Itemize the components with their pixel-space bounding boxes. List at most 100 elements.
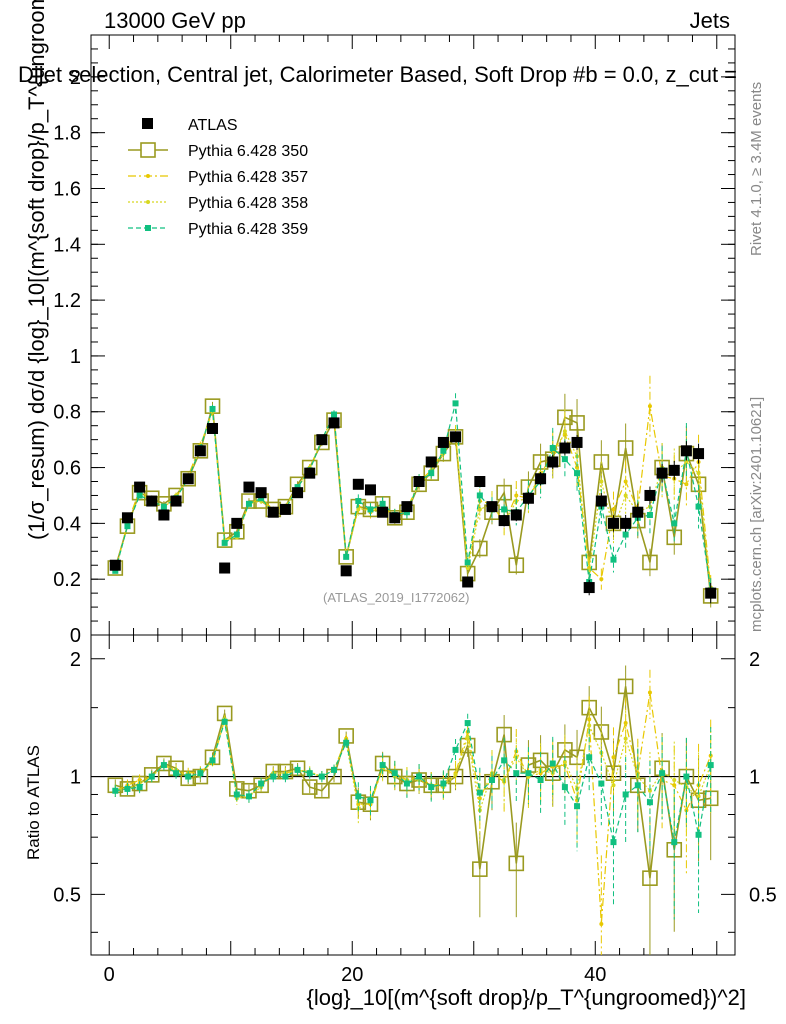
ratio-s357-point: [477, 796, 482, 801]
atlas-data-point: [535, 473, 547, 485]
ratio-s358-point: [587, 723, 592, 728]
ratio-s359-point: [416, 773, 423, 780]
ratio-s350-line: [115, 686, 711, 879]
atlas-data-point: [170, 495, 182, 507]
ratio-s359-point: [428, 784, 435, 791]
ratio-s358-point: [453, 772, 458, 777]
atlas-data-point: [547, 456, 559, 468]
main-y-tick-label: 1.2: [53, 290, 81, 312]
legend-marker: [146, 200, 150, 204]
ratio-s358-point: [465, 735, 470, 740]
atlas-data-point: [705, 587, 717, 599]
main-s359-point: [574, 470, 581, 477]
ratio-s357-point: [672, 783, 677, 788]
atlas-data-point: [559, 442, 571, 454]
ratio-s359-point: [379, 762, 386, 769]
x-tick-label: 20: [341, 964, 363, 986]
ratio-s359-point: [574, 803, 581, 810]
legend-marker: [140, 142, 156, 158]
main-s359-point: [646, 512, 653, 518]
ratio-s357-point: [137, 777, 142, 782]
ratio-y-tick-label-right: 1: [749, 767, 760, 789]
ratio-series-group: [107, 665, 719, 955]
main-s358-point: [356, 507, 361, 512]
ratio-s358-point: [562, 759, 567, 764]
atlas-data-point: [304, 467, 316, 479]
atlas-data-point: [109, 559, 121, 571]
ratio-s359-point: [634, 782, 641, 789]
atlas-data-point: [450, 431, 462, 443]
atlas-data-point: [401, 501, 413, 513]
ratio-s359-point: [148, 773, 155, 780]
rivet-version-label: Rivet 4.1.0, ≥ 3.4M events: [748, 81, 765, 256]
ratio-s359-point: [561, 784, 568, 791]
atlas-data-point: [328, 417, 340, 429]
ratio-s359-line: [115, 721, 712, 843]
main-s359-point: [331, 411, 338, 418]
atlas-data-point: [583, 582, 595, 594]
atlas-data-point: [352, 478, 364, 490]
atlas-data-point: [620, 517, 632, 529]
ratio-y-tick-label-right: 0.5: [749, 884, 777, 906]
ratio-s359-point: [294, 766, 301, 773]
ratio-s359-point: [476, 789, 483, 796]
ratio-s359-point: [355, 793, 362, 800]
ratio-panel: 0.5 0.51 12 20 20 40: [53, 634, 777, 986]
ratio-s358-point: [647, 788, 652, 793]
main-y-tick-label: 0.8: [53, 402, 81, 424]
ratio-s359-point: [282, 773, 289, 780]
atlas-data-point: [668, 464, 680, 476]
main-s359-point: [452, 400, 459, 407]
ratio-s359-point: [209, 757, 216, 764]
main-y-tick-label: 1: [70, 346, 81, 368]
atlas-data-point: [486, 501, 498, 513]
ratio-s358-point: [672, 777, 677, 782]
plot-title: Dijet selection, Central jet, Calorimete…: [18, 62, 738, 87]
atlas-data-point: [462, 576, 474, 588]
main-s358-point: [599, 479, 604, 484]
ratio-y-tick-label: 2: [70, 649, 81, 671]
ratio-s359-point: [367, 797, 374, 804]
atlas-data-point: [146, 495, 158, 507]
legend-marker: [146, 174, 150, 178]
main-y-tick-label: 0.2: [53, 569, 81, 591]
ratio-s359-point: [549, 760, 556, 767]
main-s359-point: [476, 492, 483, 499]
main-s357-point: [599, 577, 604, 582]
ratio-s359-point: [391, 770, 398, 777]
ratio-s350-point: [508, 855, 525, 872]
legend-label: Pythia 6.428 357: [188, 169, 308, 186]
atlas-data-point: [267, 506, 279, 518]
main-y-tick-label: 1.8: [53, 123, 81, 145]
main-s350-point: [472, 540, 488, 557]
atlas-data-point: [607, 517, 619, 529]
atlas-data-point: [510, 509, 522, 521]
main-series-group: [107, 375, 719, 608]
atlas-data-point: [364, 484, 376, 496]
legend-label: Pythia 6.428 359: [188, 221, 308, 238]
atlas-data-point: [571, 436, 583, 448]
main-s359-point: [403, 509, 410, 516]
x-axis-title: {log}_10[(m^{soft drop}/p_T^{ungroomed})…: [306, 985, 746, 1010]
atlas-data-point: [437, 436, 449, 448]
atlas-data-point: [316, 434, 328, 446]
atlas-data-point: [474, 476, 486, 488]
main-s359-point: [464, 559, 471, 566]
main-s358-point: [465, 566, 470, 571]
main-panel: 0 0.2 0.4 0.6 0.8 1 1.2 1.4 1.6 1.8 2: [53, 34, 736, 647]
main-y-tick-label: 2: [70, 67, 81, 89]
ratio-s350-point: [301, 779, 318, 795]
ratio-s359-point: [659, 770, 666, 777]
main-s359-point: [379, 500, 386, 507]
ratio-s359-point: [513, 770, 520, 777]
main-s359-point: [367, 506, 374, 513]
main-s350-point: [508, 557, 525, 574]
ratio-s350-point: [642, 870, 658, 886]
mcplots-credit-label: mcplots.cern.ch [arXiv:2401.10621]: [748, 396, 765, 632]
header-category-label: Jets: [689, 8, 730, 33]
main-s359-point: [160, 503, 167, 510]
main-y-tick-label: 0: [70, 625, 81, 647]
main-s359-point: [233, 531, 240, 538]
ratio-s359-point: [452, 746, 459, 753]
